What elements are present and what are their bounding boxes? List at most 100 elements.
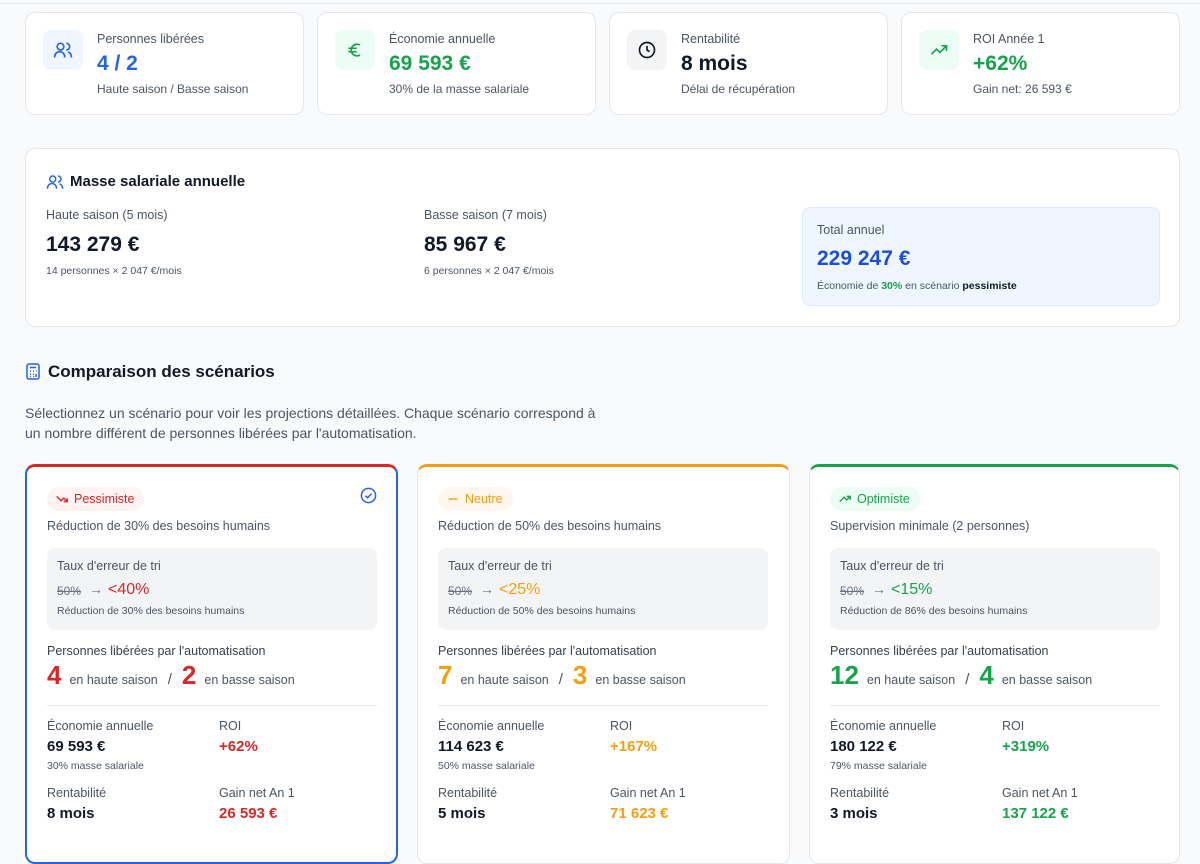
high-count: 4 bbox=[47, 660, 62, 690]
kpi-sub: Haute saison / Basse saison bbox=[97, 82, 249, 96]
kpi-label: ROI Année 1 bbox=[973, 32, 1045, 46]
total-label: Total annuel bbox=[817, 223, 885, 237]
icon bbox=[53, 42, 73, 58]
metric-sub: 50% masse salariale bbox=[438, 760, 535, 772]
kpi-label: Économie annuelle bbox=[389, 32, 496, 46]
scenario-description: Supervision minimale (2 personnes) bbox=[830, 519, 1030, 533]
scenario-card[interactable]: Optimiste Supervision minimale (2 personn… bbox=[809, 464, 1180, 864]
kpi-card: Personnes libérées 4 / 2 Haute saison / Ba… bbox=[25, 12, 304, 115]
payroll-card: Masse salariale annuelle Haute saison (5… bbox=[25, 148, 1180, 327]
low-count: 3 bbox=[572, 660, 588, 690]
separator: / bbox=[965, 671, 970, 688]
low-label: en basse saison bbox=[1001, 673, 1093, 687]
kpi-card: Rentabilité 8 mois Délai de récupération bbox=[609, 12, 888, 115]
badge-icon bbox=[448, 498, 458, 500]
box-title: Taux d'erreur de tri bbox=[448, 559, 552, 573]
metric-label: Rentabilité bbox=[47, 786, 107, 800]
metric-value: +62% bbox=[219, 738, 258, 755]
kpi-icon bbox=[627, 30, 667, 70]
note-scenario: pessimiste bbox=[962, 280, 1017, 292]
icon bbox=[930, 45, 948, 55]
freed-row: 7 en haute saison / 3 en basse saison bbox=[438, 660, 686, 691]
kpi-icon bbox=[43, 30, 83, 70]
check-icon bbox=[360, 487, 377, 504]
note-text: Économie de bbox=[817, 280, 879, 292]
kpi-value: 8 mois bbox=[681, 52, 748, 75]
low-count: 2 bbox=[181, 660, 197, 690]
kpi-value: 4 / 2 bbox=[97, 52, 138, 75]
metric-value: 26 593 € bbox=[219, 805, 278, 822]
scenario-description: Réduction de 30% des besoins humains bbox=[47, 519, 271, 533]
scenario-badge: Neutre bbox=[438, 487, 513, 511]
freed-label: Personnes libérées par l'automatisation bbox=[830, 644, 1049, 658]
total-note: Économie de 30% en scénario pessimiste bbox=[817, 280, 1017, 292]
old-rate: 50% bbox=[57, 584, 82, 598]
freed-row: 4 en haute saison / 2 en basse saison bbox=[47, 660, 295, 691]
badge-text: Pessimiste bbox=[74, 492, 135, 506]
freed-label: Personnes libérées par l'automatisation bbox=[438, 644, 657, 658]
divider bbox=[47, 705, 377, 706]
badge-text: Neutre bbox=[465, 492, 503, 506]
metric-label: Rentabilité bbox=[438, 786, 498, 800]
high-label: en haute saison bbox=[460, 673, 549, 687]
column-value: 85 967 € bbox=[424, 233, 506, 256]
divider bbox=[438, 705, 768, 706]
column-detail: 6 personnes × 2 047 €/mois bbox=[424, 265, 554, 277]
kpi-icon bbox=[919, 30, 959, 70]
metric-value: 5 mois bbox=[438, 805, 486, 822]
box-note: Réduction de 86% des besoins humains bbox=[840, 605, 1028, 617]
separator: / bbox=[167, 671, 172, 688]
icon bbox=[348, 43, 361, 57]
column-detail: 14 personnes × 2 047 €/mois bbox=[46, 265, 182, 277]
high-label: en haute saison bbox=[866, 673, 956, 687]
box-title: Taux d'erreur de tri bbox=[57, 559, 161, 573]
section-intro: un nombre différent de personnes libérée… bbox=[25, 425, 417, 441]
metric-value: 114 623 € bbox=[438, 738, 504, 755]
kpi-label: Personnes libérées bbox=[97, 32, 205, 46]
new-rate: <15% bbox=[891, 581, 933, 598]
note-rate: 30% bbox=[881, 280, 903, 292]
metric-label: Économie annuelle bbox=[47, 719, 154, 733]
kpi-icon bbox=[335, 30, 375, 70]
page: Dashboard {"kpis": [ {"label": "Personne… bbox=[0, 3, 1200, 864]
users-icon bbox=[46, 175, 64, 189]
icon bbox=[638, 41, 656, 59]
arrow: → bbox=[89, 581, 103, 597]
kpi-sub: 30% de la masse salariale bbox=[389, 82, 530, 96]
note-text: en scénario bbox=[905, 280, 960, 292]
low-label: en basse saison bbox=[204, 673, 295, 687]
metric-label: ROI bbox=[610, 719, 633, 733]
high-label: en haute saison bbox=[69, 673, 158, 687]
column-label: Basse saison (7 mois) bbox=[424, 208, 547, 222]
metric-label: ROI bbox=[219, 719, 242, 733]
kpi-value: 69 593 € bbox=[389, 52, 471, 75]
column-value: 143 279 € bbox=[46, 233, 140, 256]
section-intro: Sélectionnez un scénario pour voir les p… bbox=[25, 405, 596, 421]
metric-value: +167% bbox=[610, 738, 658, 755]
kpi-card: ROI Année 1 +62% Gain net: 26 593 € bbox=[901, 12, 1180, 115]
metric-label: Économie annuelle bbox=[438, 719, 545, 733]
box-note: Réduction de 50% des besoins humains bbox=[448, 605, 636, 617]
metric-value: 3 mois bbox=[830, 805, 878, 822]
metric-sub: 79% masse salariale bbox=[830, 760, 927, 772]
metric-value: 137 122 € bbox=[1002, 805, 1069, 822]
scenario-card[interactable]: Neutre Réduction de 50% des besoins humai… bbox=[417, 464, 790, 864]
column-label: Haute saison (5 mois) bbox=[46, 208, 168, 222]
old-rate: 50% bbox=[840, 584, 865, 598]
metric-label: Rentabilité bbox=[830, 786, 890, 800]
calculator-icon bbox=[26, 363, 40, 380]
body: Personnes libérées 4 / 2 Haute saison / Ba… bbox=[0, 3, 1200, 864]
selected-check bbox=[360, 487, 377, 509]
divider bbox=[830, 705, 1160, 706]
metric-value: 180 122 € bbox=[830, 738, 897, 755]
new-rate: <40% bbox=[108, 581, 150, 598]
kpi-sub: Gain net: 26 593 € bbox=[973, 82, 1072, 96]
metric-sub: 30% masse salariale bbox=[47, 760, 144, 772]
metric-label: Gain net An 1 bbox=[219, 786, 295, 800]
scenario-card[interactable]: Pessimiste Réduction de 30% des besoins h… bbox=[25, 464, 398, 864]
low-label: en basse saison bbox=[595, 673, 686, 687]
freed-label: Personnes libérées par l'automatisation bbox=[47, 644, 266, 658]
box-note: Réduction de 30% des besoins humains bbox=[57, 605, 245, 617]
separator: / bbox=[558, 671, 563, 688]
metric-value: 69 593 € bbox=[47, 738, 106, 755]
